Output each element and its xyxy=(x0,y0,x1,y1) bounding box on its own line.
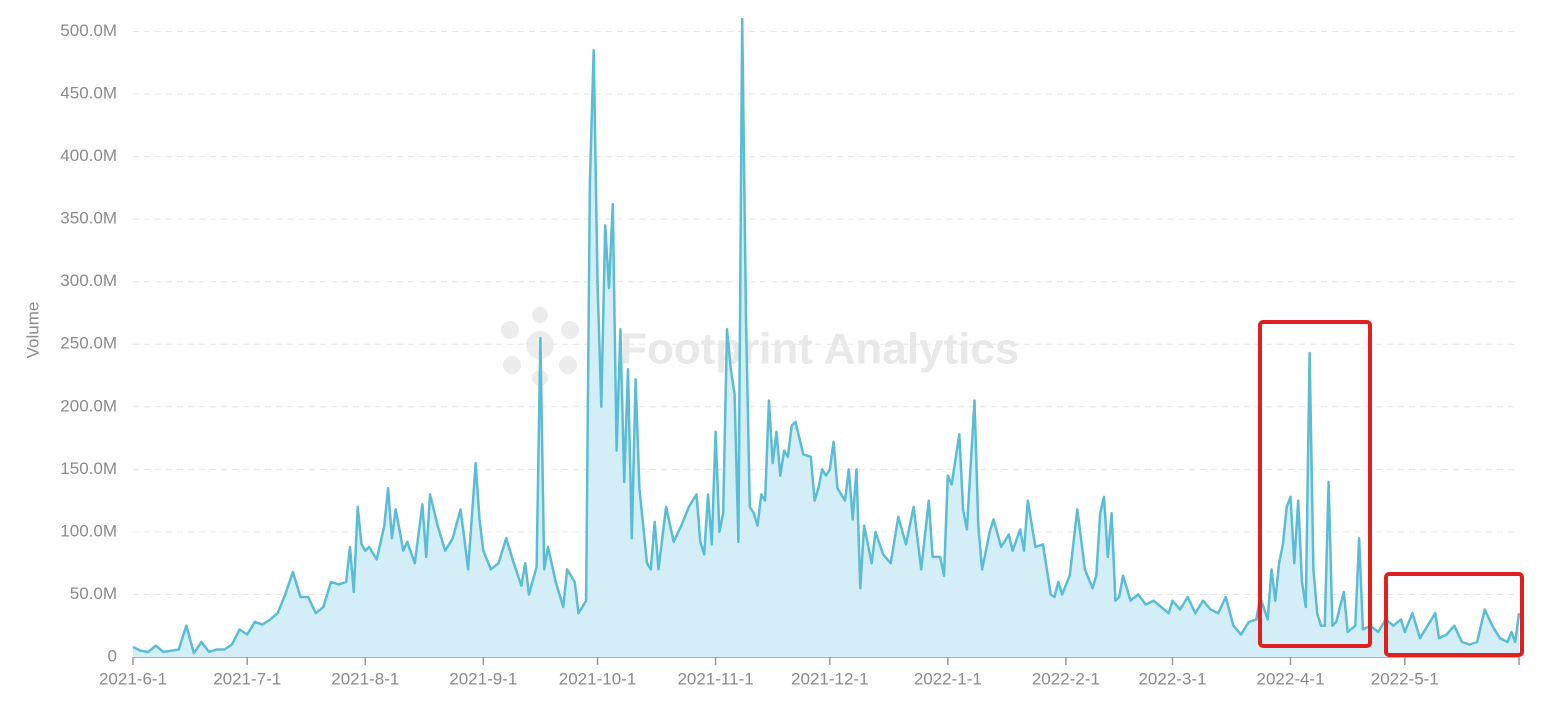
x-tick-label: 2022-2-1 xyxy=(1032,669,1100,688)
x-tick-label: 2021-12-1 xyxy=(791,669,869,688)
y-tick-label: 200.0M xyxy=(60,396,117,415)
area xyxy=(133,19,1519,657)
x-tick-label: 2022-4-1 xyxy=(1257,669,1325,688)
x-tick-label: 2022-5-1 xyxy=(1371,669,1439,688)
y-axis-label: Volume xyxy=(23,302,42,359)
y-tick-label: 0 xyxy=(108,646,117,665)
y-tick-label: 250.0M xyxy=(60,334,117,353)
y-tick-label: 50.0M xyxy=(70,584,117,603)
x-tick-label: 2021-7-1 xyxy=(213,669,281,688)
y-tick-label: 100.0M xyxy=(60,521,117,540)
x-tick-label: 2021-8-1 xyxy=(331,669,399,688)
x-tick-label: 2021-9-1 xyxy=(449,669,517,688)
y-tick-label: 450.0M xyxy=(60,84,117,103)
y-tick-label: 300.0M xyxy=(60,271,117,290)
highlight-box xyxy=(1258,320,1372,648)
x-tick-label: 2021-10-1 xyxy=(559,669,637,688)
x-tick-label: 2022-3-1 xyxy=(1138,669,1206,688)
y-tick-label: 400.0M xyxy=(60,146,117,165)
y-tick-label: 350.0M xyxy=(60,209,117,228)
y-tick-label: 150.0M xyxy=(60,459,117,478)
x-tick-label: 2021-11-1 xyxy=(677,669,753,688)
line xyxy=(132,17,1521,655)
y-tick-label: 500.0M xyxy=(60,21,117,40)
x-tick-label: 2021-6-1 xyxy=(99,669,167,688)
highlight-box xyxy=(1384,572,1524,657)
watermark: Footprint Analytics xyxy=(620,325,1019,374)
x-tick-label: 2022-1-1 xyxy=(914,669,982,688)
